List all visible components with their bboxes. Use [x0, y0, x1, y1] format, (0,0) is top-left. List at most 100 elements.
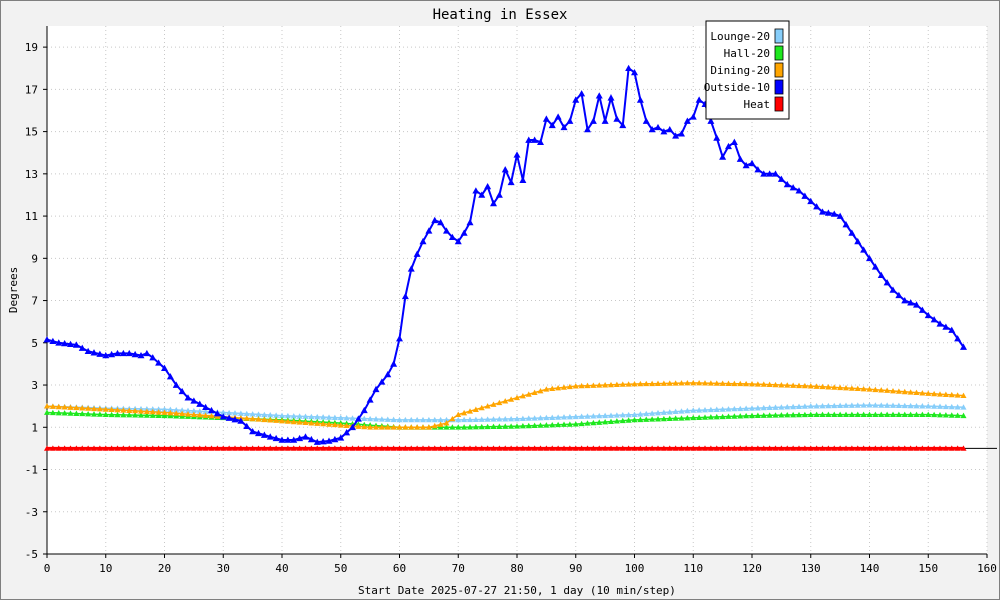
data-point	[766, 445, 773, 451]
data-point	[425, 227, 433, 234]
data-point	[202, 412, 209, 418]
data-point	[225, 414, 233, 421]
data-point	[484, 416, 491, 422]
data-point	[702, 406, 708, 413]
data-point	[554, 113, 562, 120]
data-point	[584, 382, 591, 389]
data-point	[913, 402, 920, 409]
data-point	[948, 391, 955, 398]
data-point	[407, 265, 415, 272]
data-point	[678, 415, 685, 421]
data-point	[531, 389, 538, 396]
data-point	[61, 340, 69, 347]
series-dining-20	[44, 379, 967, 430]
x-tick-label: 70	[452, 562, 465, 575]
data-point	[420, 416, 426, 423]
data-point	[549, 445, 556, 451]
data-point	[743, 412, 750, 419]
data-point	[472, 416, 479, 422]
data-point	[824, 209, 832, 216]
x-tick-label: 0	[44, 562, 51, 575]
data-point	[143, 408, 150, 414]
data-point	[126, 407, 133, 413]
legend-swatch-dining-20	[774, 62, 784, 78]
data-point	[449, 415, 456, 422]
data-point	[590, 419, 597, 426]
data-point	[366, 396, 374, 403]
data-point	[719, 445, 726, 451]
data-point	[801, 411, 808, 418]
data-point	[918, 306, 926, 313]
x-tick-label: 90	[569, 562, 582, 575]
data-point	[155, 359, 163, 366]
data-point	[725, 413, 732, 419]
data-point	[466, 218, 474, 226]
data-point	[314, 420, 321, 426]
data-point	[895, 411, 902, 418]
data-point	[613, 381, 620, 388]
data-point	[819, 411, 826, 418]
data-point	[90, 349, 98, 356]
data-point	[496, 445, 503, 451]
data-point	[461, 445, 468, 451]
data-point	[408, 416, 415, 423]
chart-title: Heating in Essex	[433, 7, 568, 23]
y-tick-label: -5	[25, 548, 38, 561]
data-point	[696, 407, 703, 413]
data-point	[796, 411, 802, 418]
data-point	[760, 404, 767, 411]
data-point	[490, 199, 497, 207]
data-point	[443, 420, 450, 426]
data-point	[61, 445, 68, 451]
data-point	[778, 412, 785, 418]
data-point	[326, 421, 332, 427]
data-point	[566, 383, 573, 390]
data-point	[637, 416, 644, 423]
data-point	[478, 416, 485, 422]
data-point	[84, 347, 92, 355]
data-point	[307, 435, 315, 443]
data-point	[608, 445, 614, 451]
data-point	[96, 406, 103, 412]
data-point	[707, 445, 714, 451]
data-point	[367, 445, 374, 451]
data-point	[602, 445, 609, 451]
data-point	[137, 351, 145, 359]
data-point	[308, 420, 315, 426]
data-point	[243, 415, 250, 421]
data-point	[461, 416, 468, 423]
data-point	[467, 424, 473, 430]
data-point	[731, 380, 738, 387]
data-point	[132, 445, 139, 451]
data-point	[696, 445, 703, 451]
data-point	[172, 381, 180, 388]
data-point	[354, 415, 362, 422]
data-point	[237, 445, 244, 451]
data-point	[725, 406, 732, 412]
data-point	[636, 96, 644, 103]
data-point	[420, 445, 426, 451]
data-point	[842, 221, 850, 228]
data-point	[584, 125, 591, 133]
data-point	[220, 445, 227, 451]
legend-label-hall-20: Hall-20	[724, 47, 770, 60]
data-point	[895, 402, 902, 409]
data-point	[590, 445, 597, 451]
data-point	[501, 166, 509, 173]
data-point	[249, 428, 257, 435]
data-point	[913, 301, 920, 308]
data-point	[337, 445, 344, 451]
y-tick-label: 9	[31, 252, 38, 265]
data-point	[196, 445, 203, 451]
data-point	[219, 413, 227, 420]
data-point	[796, 403, 802, 409]
data-point	[960, 343, 967, 350]
data-point	[126, 445, 133, 451]
data-point	[584, 413, 591, 419]
data-point	[43, 336, 51, 343]
data-point	[872, 445, 879, 451]
data-point	[919, 445, 926, 451]
x-tick-label: 120	[742, 562, 762, 575]
data-point	[784, 382, 791, 388]
